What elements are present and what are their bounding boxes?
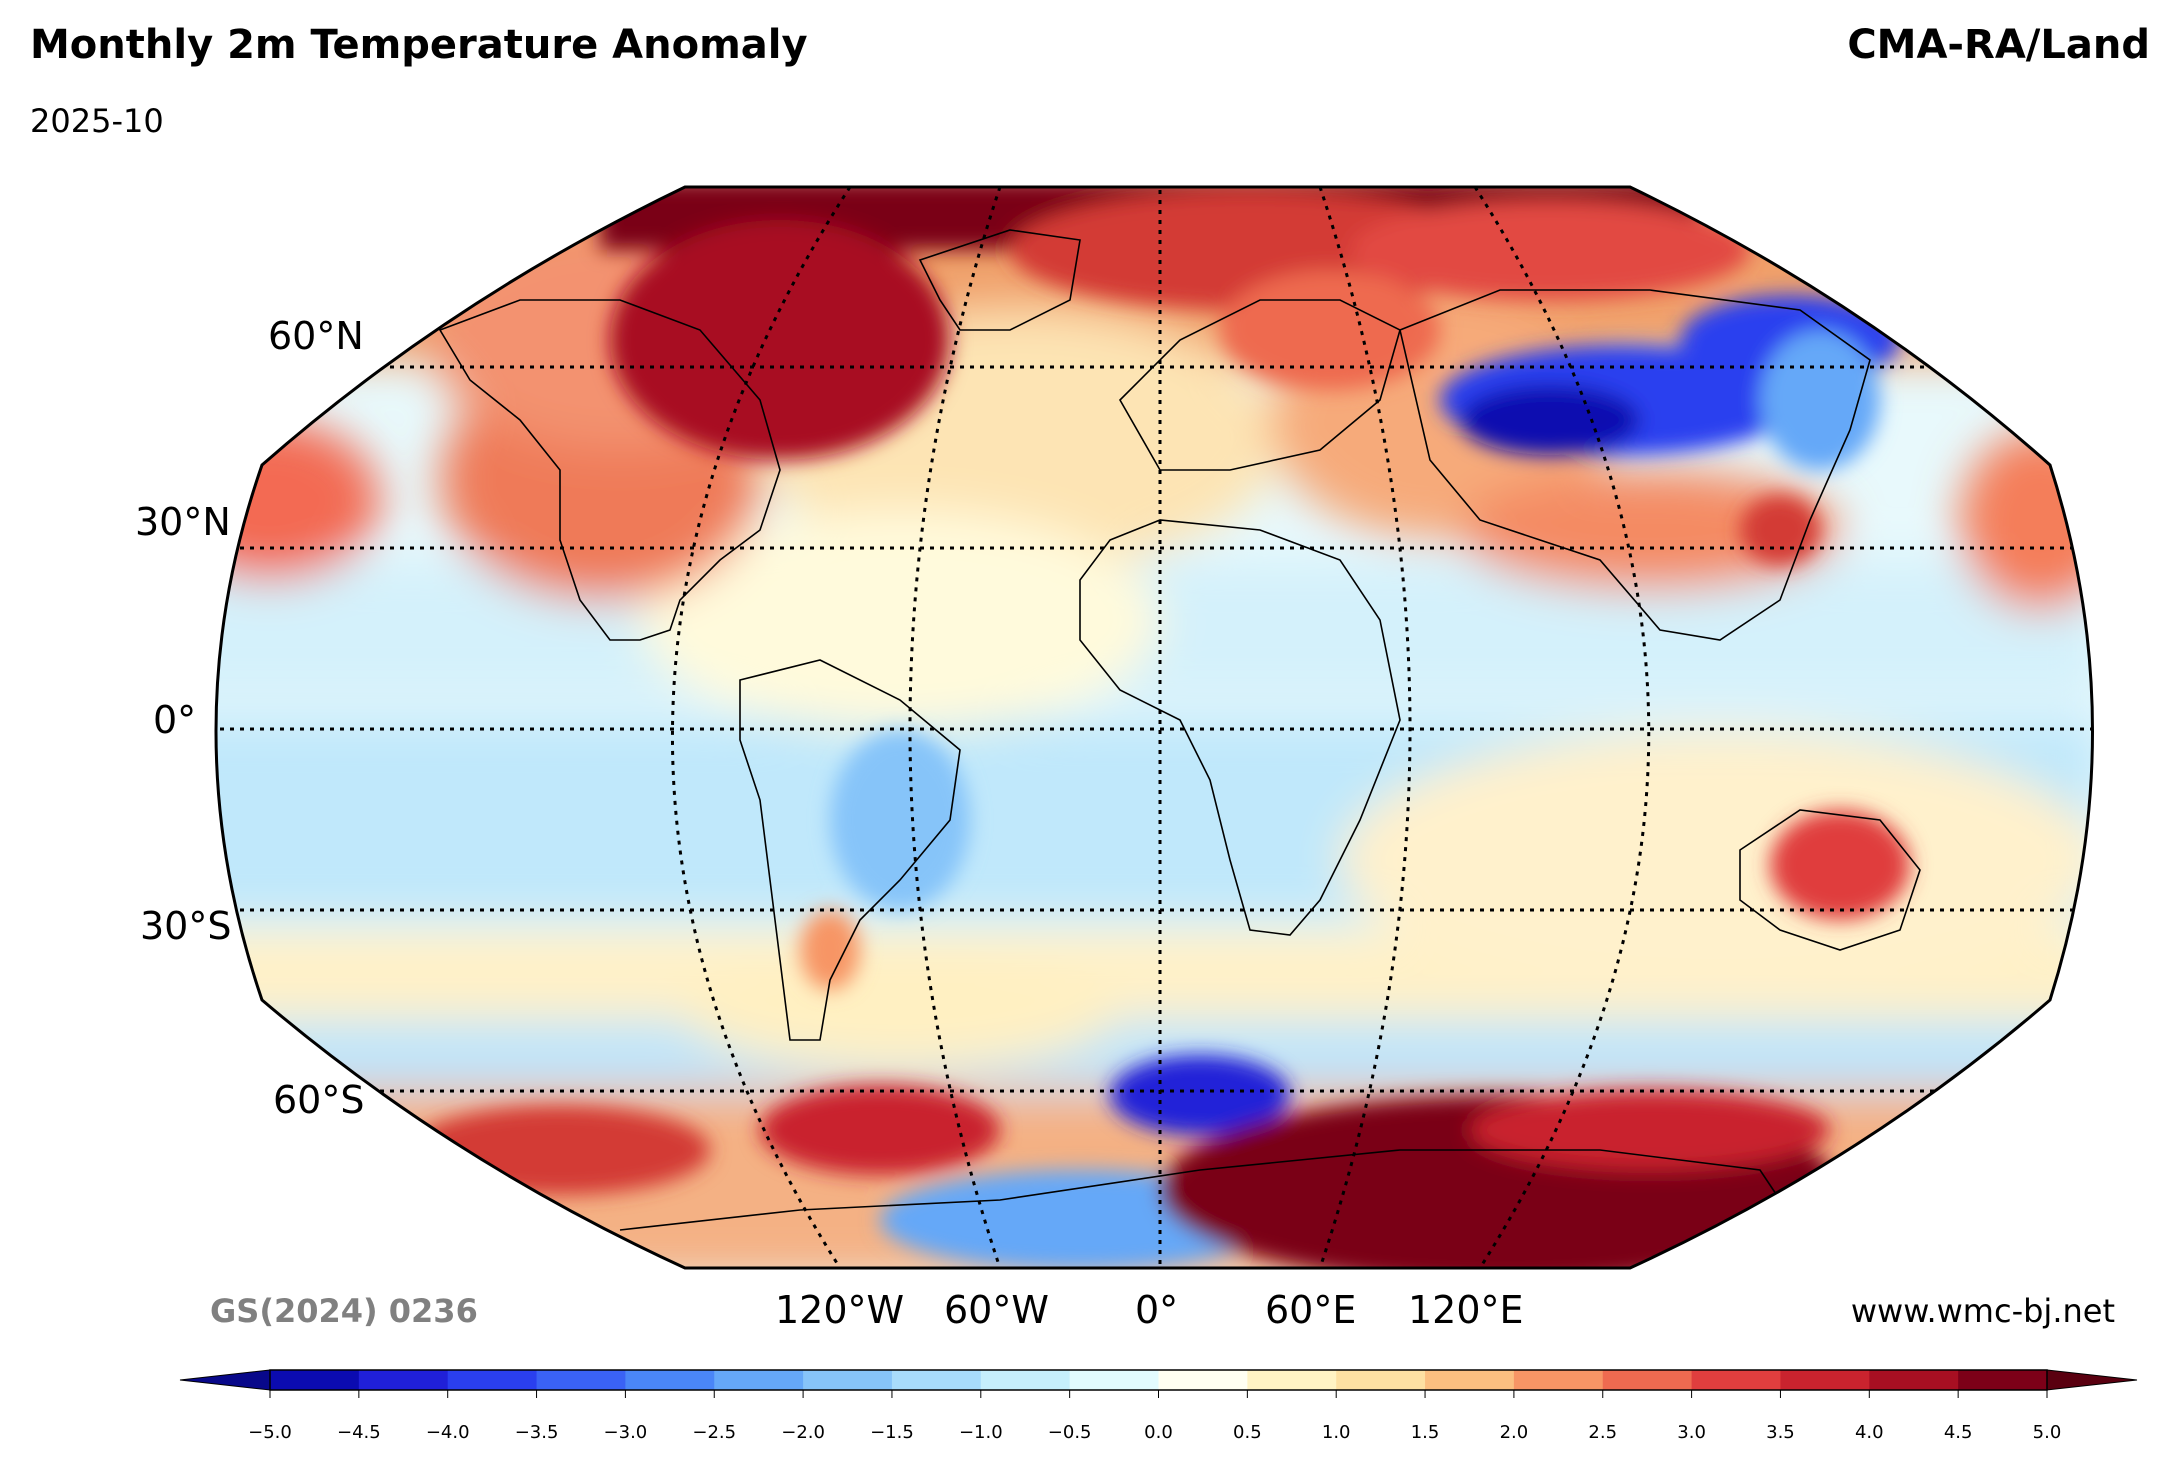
colorbar-tick-label: 0.0 (1144, 1422, 1173, 1443)
colorbar-segment (270, 1370, 360, 1390)
colorbar-tick-label: 2.5 (1588, 1422, 1618, 1443)
colorbar-under-arrow (179, 1369, 271, 1391)
colorbar-tick-label: −2.0 (781, 1422, 825, 1443)
colorbar-segment (1425, 1370, 1515, 1390)
colorbar-tick-label: −3.0 (603, 1422, 648, 1443)
colorbar-tick-label: 4.0 (1854, 1422, 1884, 1443)
colorbar-tick-label: −4.0 (425, 1422, 470, 1443)
website-url: www.wmc-bj.net (1850, 1292, 2115, 1330)
colorbar-tick-label: 5.0 (2032, 1422, 2062, 1443)
map-approval-number: GS(2024) 0236 (210, 1292, 478, 1330)
colorbar-segment (1780, 1370, 1870, 1390)
colorbar-segment (1958, 1370, 2048, 1390)
colorbar-segment (1158, 1370, 1248, 1390)
lat-label-60s: 60°S (273, 1078, 365, 1122)
colorbar-segment (1247, 1370, 1337, 1390)
colorbar-segment (1602, 1370, 1693, 1390)
colorbar-tick-label: 3.0 (1677, 1422, 1706, 1443)
colorbar-tick-label: −5.0 (248, 1422, 292, 1443)
colorbar-tick-label: 3.5 (1766, 1422, 1795, 1443)
colorbar-segment (536, 1370, 626, 1390)
map-title: Monthly 2m Temperature Anomaly (30, 22, 808, 68)
colorbar-segment (1336, 1370, 1426, 1390)
colorbar-tick-label: 1.0 (1321, 1422, 1351, 1443)
lon-label-120w: 120°W (775, 1288, 905, 1332)
lat-label-60n: 60°N (268, 314, 364, 358)
colorbar-segment (1869, 1370, 1959, 1390)
colorbar-tick-label: 0.5 (1233, 1422, 1262, 1443)
lon-label-120e: 120°E (1408, 1288, 1524, 1332)
colorbar-tick-label: −1.0 (958, 1422, 1003, 1443)
data-source: CMA-RA/Land (1847, 22, 2150, 68)
lon-label-60w: 60°W (944, 1288, 1049, 1332)
colorbar-tick-label: −3.5 (514, 1422, 559, 1443)
colorbar-tick-label: −2.5 (692, 1422, 737, 1443)
colorbar-segment (358, 1370, 449, 1390)
map-date: 2025-10 (30, 102, 164, 140)
lon-label-60e: 60°E (1265, 1288, 1357, 1332)
colorbar-segment (1513, 1370, 1604, 1390)
lat-label-0: 0° (153, 698, 197, 742)
colorbar-segment (625, 1370, 715, 1390)
colorbar-tick-label: −4.5 (336, 1422, 381, 1443)
colorbar-segment (1691, 1370, 1781, 1390)
colorbar-segment (714, 1370, 804, 1390)
lon-label-0: 0° (1135, 1288, 1179, 1332)
colorbar-over-arrow (2046, 1369, 2138, 1391)
graticule (216, 187, 2093, 1268)
colorbar-tick-label: 1.5 (1410, 1422, 1440, 1443)
lat-label-30s: 30°S (140, 904, 232, 948)
colorbar-tick-label: 2.0 (1499, 1422, 1529, 1443)
colorbar-segment (1069, 1370, 1159, 1390)
colorbar-tick-label: −0.5 (1047, 1422, 1092, 1443)
colorbar-segment (803, 1370, 893, 1390)
lat-label-30n: 30°N (135, 500, 231, 544)
colorbar (179, 1369, 2138, 1398)
colorbar-segment (447, 1370, 538, 1390)
colorbar-tick-label: −1.5 (870, 1422, 914, 1443)
colorbar-segment (891, 1370, 982, 1390)
anomaly-field (216, 187, 2093, 1268)
colorbar-segment (980, 1370, 1071, 1390)
globe-outline (214, 185, 2094, 1270)
colorbar-tick-label: 4.5 (1943, 1422, 1973, 1443)
